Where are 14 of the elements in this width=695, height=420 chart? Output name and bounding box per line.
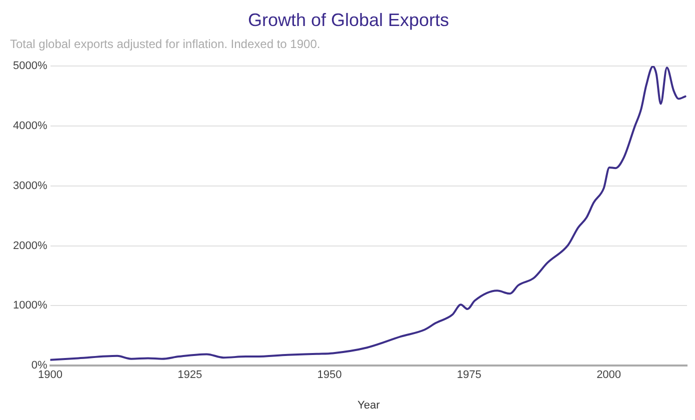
chart-subtitle: Total global exports adjusted for inflation. Indexed to 1900. (10, 37, 320, 52)
x-tick-label: 1900 (38, 369, 62, 382)
x-tick-label: 1950 (317, 369, 342, 382)
line-series (50, 66, 686, 361)
x-tick-label: 1975 (456, 369, 482, 382)
x-tick-label: 1925 (178, 369, 202, 382)
y-tick-label: 3000% (12, 180, 48, 192)
y-tick-label: 4000% (12, 120, 48, 132)
y-tick-label: 1000% (12, 300, 48, 312)
y-tick-label: 2000% (12, 240, 48, 252)
x-axis-title: Year (358, 399, 380, 412)
chart-title: Growth of Global Exports (248, 10, 450, 30)
x-tick-label: 2000 (596, 369, 622, 382)
y-tick-label: 5000% (12, 60, 48, 72)
